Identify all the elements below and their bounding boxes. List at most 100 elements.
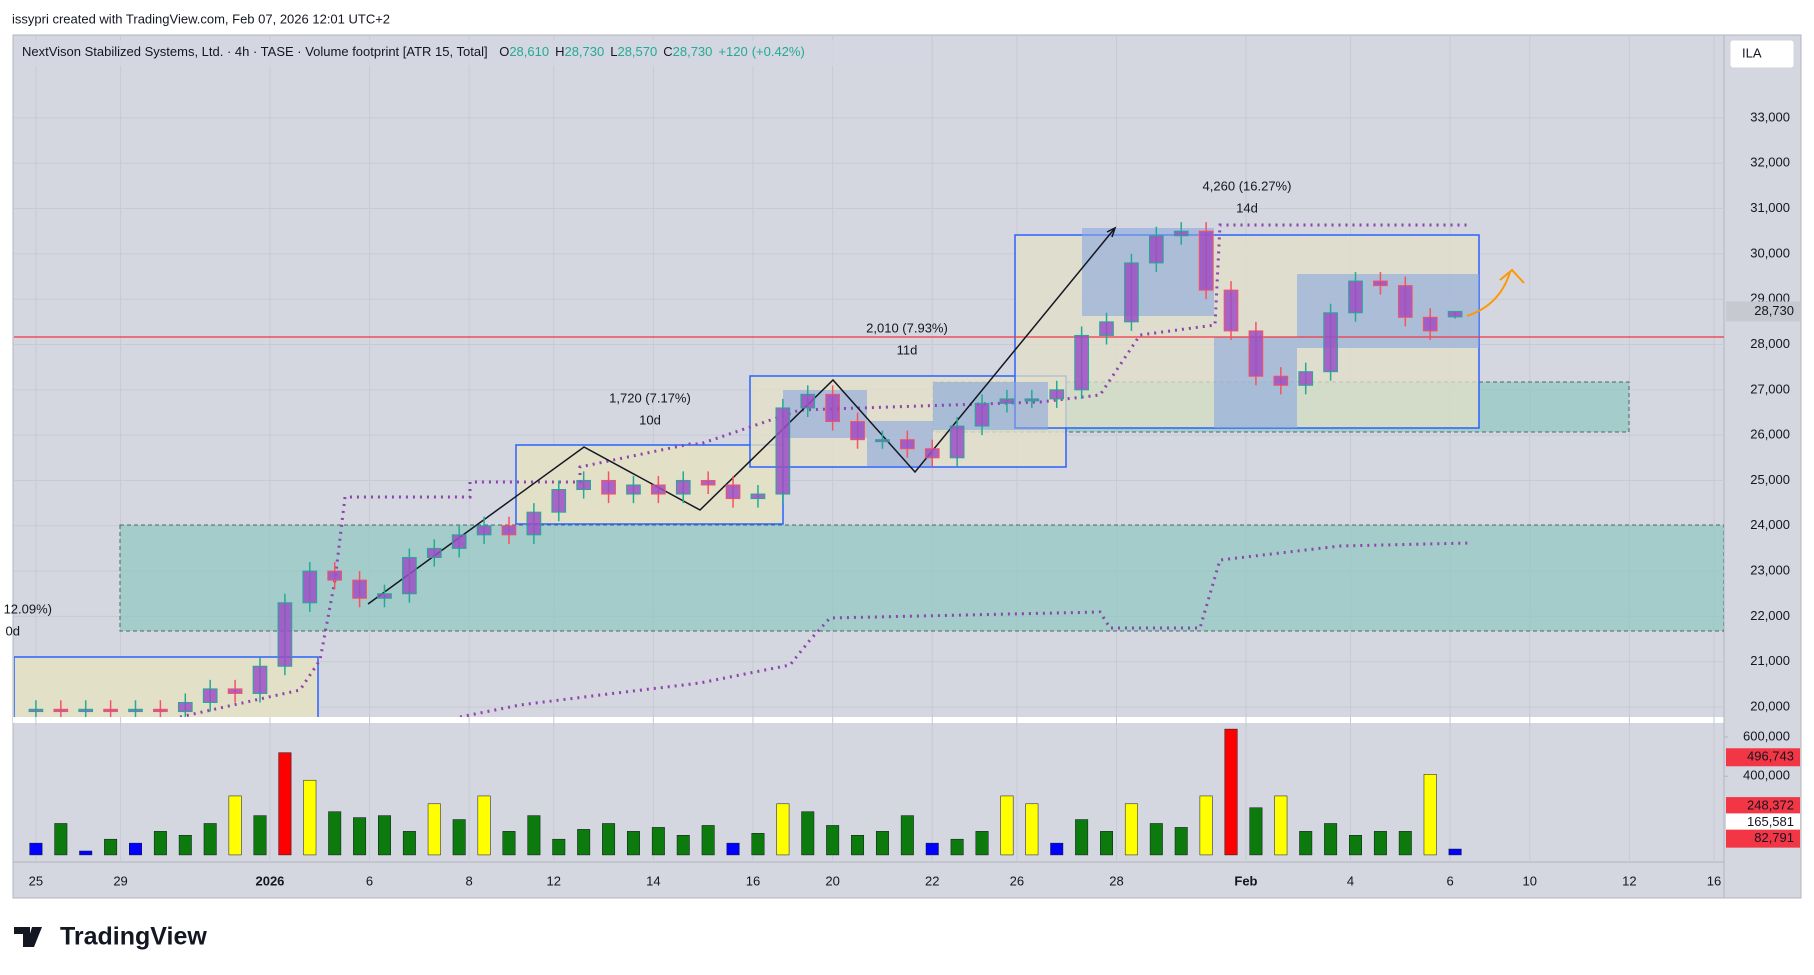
candle-body (78, 708, 94, 713)
candle-body (924, 448, 940, 459)
candle-body (576, 479, 592, 491)
volume-bar (1324, 823, 1338, 856)
annotations: 4,260 (16.27%) 14d 2,010 (7.93%) 11d 1,7… (4, 178, 1292, 638)
y-tick-label: 33,000 (1750, 109, 1790, 124)
candle-body (1422, 316, 1438, 332)
poc-line (459, 541, 1471, 717)
zigzag (367, 227, 1116, 605)
volume-bar (502, 831, 516, 856)
candle-body (949, 425, 965, 459)
volume-bar (1423, 774, 1437, 856)
volume-bar (54, 823, 68, 856)
currency[interactable]: ILA (1742, 45, 1762, 60)
change-pct: (+0.42%) (752, 44, 805, 59)
candle-body (227, 688, 243, 694)
candle-body (103, 708, 118, 713)
candle-body (501, 525, 517, 536)
candle-body (875, 439, 890, 443)
candle-body (1323, 312, 1338, 373)
measure-label: 4,260 (16.27%) (1203, 178, 1292, 193)
candle-body (1273, 375, 1289, 386)
candle-body (1373, 280, 1388, 287)
y-tick-label: 30,000 (1750, 245, 1790, 260)
volume-bar (328, 811, 342, 856)
candle-body (352, 579, 367, 599)
indicator-label-bg (1726, 748, 1800, 767)
candle-body (1124, 262, 1139, 323)
x-tick-label: 2026 (255, 873, 284, 888)
x-tick-label: 26 (1010, 873, 1024, 888)
x-tick-label: 20 (825, 873, 839, 888)
x-tick-label: 6 (366, 873, 373, 888)
volume-bar (402, 831, 416, 856)
candle-body (1348, 280, 1363, 314)
candle-body (850, 421, 865, 441)
brand-name: TradingView (60, 923, 207, 951)
candle-body (202, 688, 218, 703)
volume-bar (875, 831, 889, 856)
indicator-label: 496,743 (1747, 749, 1794, 764)
volume-bar (203, 823, 217, 856)
indicator-label: 248,372 (1747, 798, 1794, 813)
x-tick-label: 29 (113, 873, 127, 888)
candles (28, 222, 1463, 717)
volume-tick-label: 400,000 (1743, 768, 1790, 783)
currency-button[interactable] (1729, 39, 1795, 69)
volume-bar (676, 835, 690, 856)
x-tick-label: Feb (1234, 873, 1257, 888)
volume-bar (527, 815, 541, 856)
x-tick-label: 10 (1523, 873, 1537, 888)
x-tick-label: 6 (1447, 873, 1454, 888)
candle-body (825, 393, 840, 423)
measure-duration: 11d (897, 342, 918, 357)
volume-bar (925, 842, 939, 856)
volume-bar (1050, 842, 1064, 856)
x-tick-label: 8 (466, 873, 473, 888)
volume-bar (1299, 831, 1313, 856)
brand: TradingView (14, 923, 207, 951)
last-price-label: 28,730 (1754, 303, 1794, 318)
ohlc-value: 28,730 (564, 44, 604, 59)
candle-body (28, 708, 44, 713)
volume-bar (552, 838, 566, 856)
candle-body (899, 439, 915, 450)
volume-bar (900, 815, 914, 856)
candle-body (700, 479, 716, 486)
axes: 20,000 21,000 22,000 23,000 24,000 25,000 26,0… (29, 109, 1800, 888)
volume-bar (477, 795, 491, 856)
candle-body (1148, 235, 1164, 264)
ohlc-value: 28,570 (617, 44, 657, 59)
indicator-label: 165,581 (1747, 814, 1794, 829)
volume-bar (253, 815, 267, 856)
change: +120 (718, 44, 747, 59)
y-tick-label: 28,000 (1750, 336, 1790, 351)
candle-body (800, 393, 816, 409)
candle-body (1397, 285, 1413, 318)
candle-body (1447, 310, 1463, 318)
legend: NextVison Stabilized Systems, Ltd. · 4h … (22, 44, 805, 59)
indicator-label-bg (1726, 797, 1800, 816)
volume-bar (1349, 835, 1362, 856)
volume-bar (1100, 831, 1114, 856)
volume-bar (1174, 827, 1188, 856)
credit: issypri created with TradingView.com, Fe… (12, 11, 390, 26)
candle-body (675, 479, 691, 495)
volume-bar (1149, 823, 1163, 856)
candle-body (1248, 330, 1264, 377)
volume-bar (1025, 803, 1039, 856)
volume-bar (278, 752, 292, 856)
volume-bar (104, 838, 118, 856)
measure-label: 2,010 (7.93%) (866, 320, 948, 335)
candle-body (476, 525, 492, 536)
measure-duration: 14d (1236, 200, 1258, 215)
y-tick-label: 22,000 (1750, 608, 1790, 623)
volume-bar (826, 825, 840, 856)
ohlc-value: 28,730 (673, 44, 713, 59)
ohlc-key: L (610, 44, 617, 59)
x-tick-label: 14 (646, 873, 660, 888)
volume-tick-label: 600,000 (1743, 728, 1790, 743)
symbol-title: NextVison Stabilized Systems, Ltd. · 4h … (22, 44, 488, 59)
volume-bar (577, 829, 591, 856)
indicator-label: 82,791 (1754, 830, 1794, 845)
measure-duration: 0d (6, 623, 20, 638)
